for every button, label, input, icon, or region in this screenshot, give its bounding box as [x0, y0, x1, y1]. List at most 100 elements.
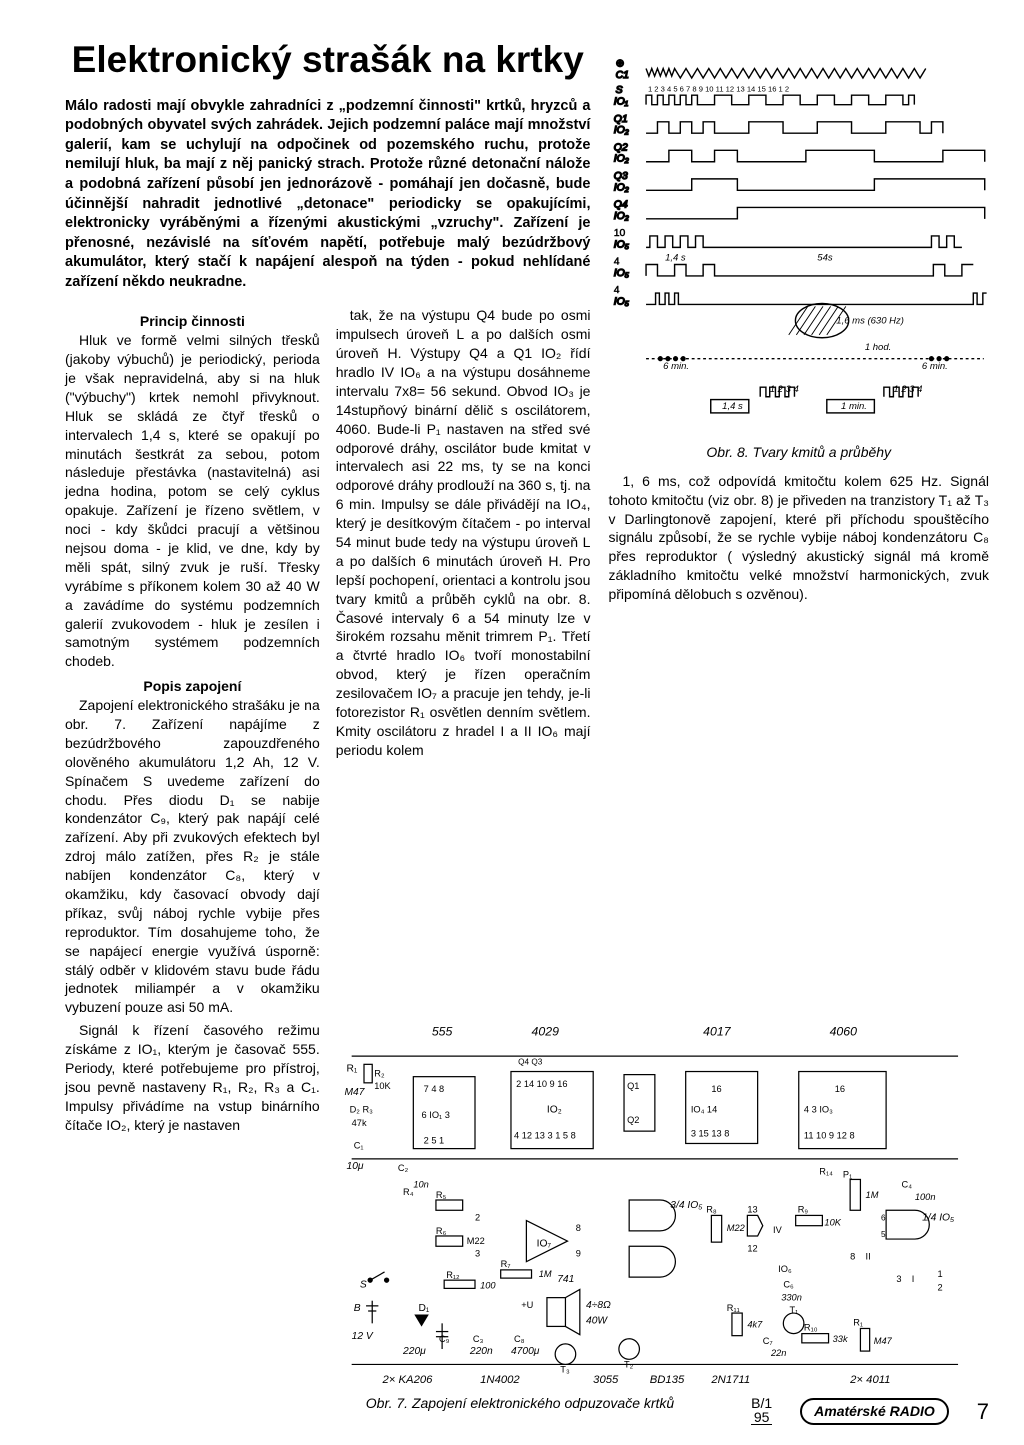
svg-text:6 min.: 6 min.: [922, 361, 948, 372]
svg-text:+U: +U: [521, 1300, 533, 1310]
svg-text:220n: 220n: [469, 1346, 493, 1357]
svg-text:5: 5: [881, 1230, 886, 1239]
column-1: Princip činnosti Hluk ve formě velmi sil…: [65, 306, 320, 1138]
svg-text:Q1: Q1: [627, 1081, 639, 1091]
svg-text:1M: 1M: [539, 1269, 552, 1279]
svg-text:T₃: T₃: [560, 1365, 570, 1375]
svg-text:3055: 3055: [593, 1374, 619, 1385]
svg-text:4: 4: [614, 256, 620, 267]
svg-text:M22: M22: [727, 1223, 746, 1233]
svg-text:II: II: [866, 1252, 871, 1262]
svg-text:B: B: [354, 1303, 361, 1314]
svg-text:100n: 100n: [915, 1192, 936, 1202]
svg-text:Q4 Q3: Q4 Q3: [518, 1057, 543, 1066]
svg-text:1: 1: [938, 1269, 943, 1279]
svg-text:R₁₄: R₁₄: [819, 1166, 833, 1176]
svg-text:2× KA206: 2× KA206: [382, 1374, 434, 1385]
svg-text:R₁: R₁: [347, 1064, 358, 1075]
svg-text:R₇: R₇: [501, 1259, 511, 1269]
figure-8-caption: Obr. 8. Tvary kmitů a průběhy: [608, 443, 989, 462]
svg-text:IO₂: IO₂: [614, 182, 629, 193]
svg-text:3 15 13 8: 3 15 13 8: [691, 1128, 730, 1138]
svg-text:47k: 47k: [352, 1118, 367, 1128]
svg-text:100: 100: [480, 1280, 496, 1290]
svg-text:10: 10: [614, 228, 626, 239]
svg-text:2 14 10 9 16: 2 14 10 9 16: [516, 1079, 567, 1089]
svg-text:M47: M47: [344, 1087, 365, 1098]
svg-text:R₁: R₁: [853, 1317, 863, 1327]
svg-text:D₁: D₁: [418, 1303, 429, 1314]
svg-text:R₁₀: R₁₀: [804, 1323, 818, 1333]
svg-text:6 min.: 6 min.: [664, 361, 690, 372]
svg-text:C₆: C₆: [783, 1279, 794, 1289]
svg-text:54s: 54s: [818, 253, 834, 264]
svg-text:1 hod.: 1 hod.: [865, 342, 891, 353]
svg-text:R₁₁: R₁₁: [727, 1303, 740, 1313]
svg-text:33k: 33k: [833, 1334, 849, 1344]
svg-text:R₉: R₉: [798, 1204, 809, 1214]
svg-text:IO₂: IO₂: [547, 1105, 562, 1116]
svg-text:4 12 13 3 1 5 8: 4 12 13 3 1 5 8: [514, 1130, 576, 1140]
figure-8-timing-diagram: ⊕ C1 S IO₁ 1 2 3 4 5 6 7 8 9 10 11 12 13…: [608, 40, 989, 430]
svg-text:IO₇: IO₇: [537, 1238, 552, 1249]
svg-text:10n: 10n: [413, 1180, 428, 1190]
svg-text:I: I: [912, 1274, 915, 1284]
svg-text:IO₁: IO₁: [614, 97, 629, 108]
svg-text:R₆: R₆: [436, 1226, 447, 1236]
column-2: tak, že na výstupu Q4 bude po osmi impul…: [336, 306, 591, 1138]
svg-text:C1: C1: [616, 70, 629, 81]
svg-text:3: 3: [896, 1274, 901, 1284]
svg-text:R₁₂: R₁₂: [446, 1270, 460, 1280]
svg-text:10μ: 10μ: [347, 1161, 364, 1172]
svg-text:C₈: C₈: [514, 1334, 525, 1344]
svg-text:1N4002: 1N4002: [480, 1374, 520, 1385]
svg-text:C₁: C₁: [354, 1141, 364, 1151]
svg-text:S: S: [616, 85, 623, 96]
svg-text:330n: 330n: [781, 1293, 802, 1303]
svg-text:555: 555: [432, 1025, 453, 1039]
svg-text:9: 9: [576, 1249, 581, 1259]
svg-text:IO₅: IO₅: [614, 239, 630, 250]
svg-text:8: 8: [576, 1223, 581, 1233]
section-principle-title: Princip činnosti: [65, 312, 320, 331]
svg-text:R₄: R₄: [403, 1187, 414, 1197]
svg-text:4÷8Ω: 4÷8Ω: [586, 1300, 611, 1311]
svg-text:11 10 9 12 8: 11 10 9 12 8: [804, 1130, 855, 1140]
svg-text:IO₂: IO₂: [614, 154, 629, 165]
svg-text:4 3 IO₃: 4 3 IO₃: [804, 1105, 833, 1115]
svg-text:2× 4011: 2× 4011: [849, 1374, 890, 1385]
svg-text:10K: 10K: [374, 1081, 391, 1091]
svg-text:Q1: Q1: [614, 114, 628, 125]
svg-text:C₇: C₇: [763, 1336, 773, 1346]
svg-text:1/4 IO₅: 1/4 IO₅: [922, 1213, 954, 1224]
page-number: 7: [977, 1397, 989, 1427]
svg-text:D₂ R₃: D₂ R₃: [350, 1105, 374, 1115]
svg-text:C₃: C₃: [473, 1334, 484, 1344]
svg-text:R₅: R₅: [436, 1190, 447, 1200]
svg-text:1,4 s: 1,4 s: [666, 253, 687, 264]
svg-text:2N1711: 2N1711: [710, 1374, 750, 1385]
svg-text:C₂: C₂: [398, 1163, 409, 1173]
svg-text:Q2: Q2: [614, 142, 628, 153]
right-paragraph: 1, 6 ms, což odpovídá kmitočtu kolem 625…: [608, 472, 989, 604]
svg-text:R₂: R₂: [374, 1069, 385, 1079]
svg-text:12: 12: [747, 1243, 757, 1253]
svg-text:220μ: 220μ: [402, 1346, 426, 1357]
col2-para: tak, že na výstupu Q4 bude po osmi impul…: [336, 306, 591, 759]
svg-text:2: 2: [938, 1282, 943, 1292]
svg-text:4029: 4029: [532, 1025, 560, 1039]
svg-text:3/4 IO₅: 3/4 IO₅: [670, 1200, 702, 1211]
svg-text:IO₄ 14: IO₄ 14: [691, 1105, 717, 1115]
issue-number: B/1 95: [751, 1396, 772, 1427]
svg-text:M22: M22: [467, 1236, 485, 1246]
svg-text:6 IO₁ 3: 6 IO₁ 3: [422, 1110, 450, 1120]
intro-paragraph: Málo radosti mají obvykle zahradníci z „…: [65, 97, 590, 293]
svg-text:6: 6: [881, 1214, 886, 1223]
svg-text:BD135: BD135: [650, 1374, 685, 1385]
svg-text:S: S: [360, 1279, 367, 1290]
svg-text:IO₆: IO₆: [778, 1264, 792, 1274]
wiring-para-2: Signál k řízení časového režimu získáme …: [65, 1021, 320, 1134]
left-column: Elektronický strašák na krtky Málo rados…: [65, 40, 590, 1139]
right-column: ⊕ C1 S IO₁ 1 2 3 4 5 6 7 8 9 10 11 12 13…: [608, 40, 989, 1139]
svg-text:7 4 8: 7 4 8: [424, 1084, 445, 1094]
